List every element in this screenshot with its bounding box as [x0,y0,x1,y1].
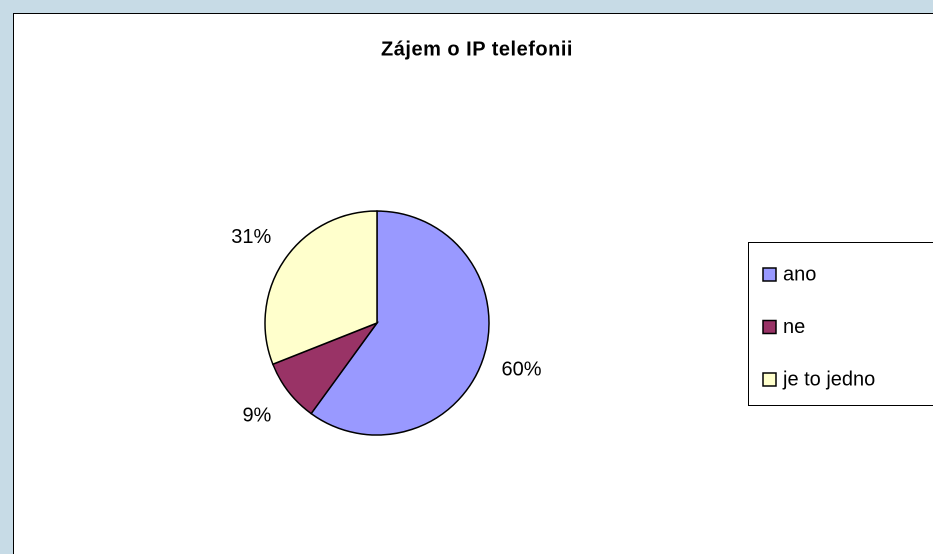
data-label: 31% [231,226,271,248]
legend-label: ne [783,316,805,338]
legend-label: ano [783,263,816,285]
data-label: 60% [502,358,542,380]
legend-swatch [762,372,777,387]
chart-title: Zájem o IP telefonii [381,38,573,60]
legend-swatch [762,319,777,335]
legend-swatch [762,267,777,282]
pie-slice [310,210,490,436]
legend-box [748,242,933,406]
pie-slice [264,210,378,366]
data-label: 9% [242,404,271,426]
legend-label: je to jedno [782,368,875,390]
